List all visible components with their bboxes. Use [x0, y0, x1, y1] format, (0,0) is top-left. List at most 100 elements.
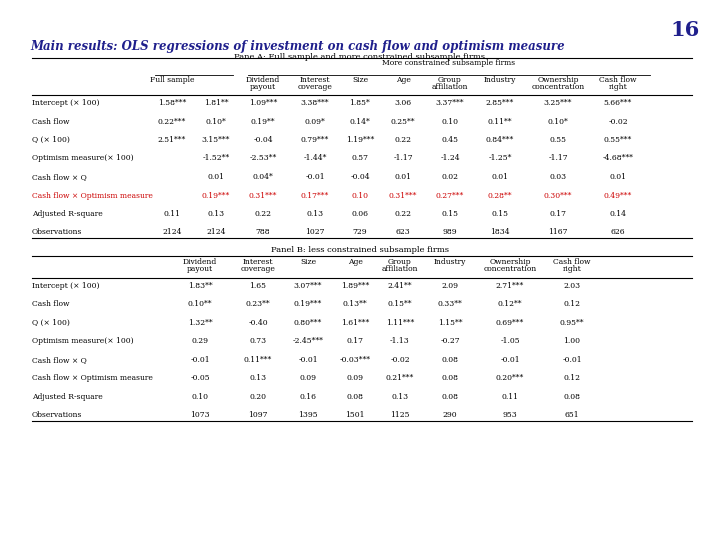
Text: 0.10*: 0.10*: [206, 118, 226, 125]
Text: -0.02: -0.02: [390, 356, 410, 364]
Text: 2.09: 2.09: [441, 282, 459, 290]
Text: -0.02: -0.02: [608, 118, 628, 125]
Text: -0.03***: -0.03***: [340, 356, 371, 364]
Text: 0.10*: 0.10*: [548, 118, 568, 125]
Text: 0.12: 0.12: [564, 300, 580, 308]
Text: 0.16: 0.16: [300, 393, 317, 401]
Text: 1.19***: 1.19***: [346, 136, 374, 144]
Text: 5.66***: 5.66***: [604, 99, 632, 107]
Text: -1.44*: -1.44*: [303, 154, 327, 163]
Text: Cash flow × Optimism measure: Cash flow × Optimism measure: [32, 374, 153, 382]
Text: 0.10: 0.10: [441, 118, 459, 125]
Text: 1834: 1834: [490, 228, 510, 237]
Text: 0.27***: 0.27***: [436, 192, 464, 199]
Text: -0.04: -0.04: [253, 136, 273, 144]
Text: Optimism measure(× 100): Optimism measure(× 100): [32, 338, 134, 345]
Text: 0.28**: 0.28**: [487, 192, 512, 199]
Text: 0.13: 0.13: [307, 210, 323, 218]
Text: Interest: Interest: [243, 258, 274, 266]
Text: -1.05: -1.05: [500, 338, 520, 345]
Text: 0.06: 0.06: [351, 210, 369, 218]
Text: 989: 989: [443, 228, 457, 237]
Text: -0.01: -0.01: [305, 173, 325, 181]
Text: 2.71***: 2.71***: [496, 282, 524, 290]
Text: 0.10**: 0.10**: [188, 300, 212, 308]
Text: 0.14: 0.14: [610, 210, 626, 218]
Text: 0.01: 0.01: [207, 173, 225, 181]
Text: 953: 953: [503, 411, 518, 419]
Text: -4.68***: -4.68***: [603, 154, 634, 163]
Text: 2.41**: 2.41**: [388, 282, 413, 290]
Text: 0.29: 0.29: [192, 338, 209, 345]
Text: Cash flow × Q: Cash flow × Q: [32, 356, 86, 364]
Text: 0.23**: 0.23**: [246, 300, 270, 308]
Text: 1027: 1027: [305, 228, 325, 237]
Text: 1.89***: 1.89***: [341, 282, 369, 290]
Text: Intercept (× 100): Intercept (× 100): [32, 282, 99, 290]
Text: Main results: OLS regressions of investment on cash flow and optimism measure: Main results: OLS regressions of investm…: [30, 40, 564, 53]
Text: Cash flow × Optimism measure: Cash flow × Optimism measure: [32, 192, 153, 199]
Text: 3.38***: 3.38***: [301, 99, 329, 107]
Text: 3.07***: 3.07***: [294, 282, 322, 290]
Text: 1.00: 1.00: [564, 338, 580, 345]
Text: 0.19***: 0.19***: [202, 192, 230, 199]
Text: 0.10: 0.10: [192, 393, 209, 401]
Text: Industry: Industry: [434, 258, 466, 266]
Text: Adjusted R-square: Adjusted R-square: [32, 393, 103, 401]
Text: 0.19***: 0.19***: [294, 300, 322, 308]
Text: 0.15**: 0.15**: [388, 300, 413, 308]
Text: 1.61***: 1.61***: [341, 319, 369, 327]
Text: 0.19**: 0.19**: [251, 118, 275, 125]
Text: 2.03: 2.03: [564, 282, 580, 290]
Text: Optimism measure(× 100): Optimism measure(× 100): [32, 154, 134, 163]
Text: affiliation: affiliation: [432, 83, 468, 91]
Text: 0.84***: 0.84***: [486, 136, 514, 144]
Text: Cash flow: Cash flow: [32, 118, 70, 125]
Text: Intercept (× 100): Intercept (× 100): [32, 99, 99, 107]
Text: -0.27: -0.27: [440, 338, 460, 345]
Text: 1395: 1395: [298, 411, 318, 419]
Text: Panel B: less constrained subsample firms: Panel B: less constrained subsample firm…: [271, 246, 449, 254]
Text: Pane A: Full sample and more constrained subsample firms: Pane A: Full sample and more constrained…: [235, 53, 485, 61]
Text: 0.11: 0.11: [163, 210, 181, 218]
Text: 2124: 2124: [162, 228, 181, 237]
Text: payout: payout: [250, 83, 276, 91]
Text: Full sample: Full sample: [150, 76, 194, 84]
Text: 1.58***: 1.58***: [158, 99, 186, 107]
Text: 0.04*: 0.04*: [253, 173, 274, 181]
Text: 3.25***: 3.25***: [544, 99, 572, 107]
Text: 626: 626: [611, 228, 625, 237]
Text: 0.01: 0.01: [395, 173, 412, 181]
Text: -2.45***: -2.45***: [292, 338, 323, 345]
Text: 0.08: 0.08: [564, 393, 580, 401]
Text: 0.10: 0.10: [351, 192, 369, 199]
Text: 0.20: 0.20: [250, 393, 266, 401]
Text: 0.08: 0.08: [441, 393, 459, 401]
Text: 0.01: 0.01: [610, 173, 626, 181]
Text: 0.55***: 0.55***: [604, 136, 632, 144]
Text: right: right: [608, 83, 627, 91]
Text: Size: Size: [352, 76, 368, 84]
Text: right: right: [562, 265, 581, 273]
Text: 0.22: 0.22: [395, 136, 412, 144]
Text: Q (× 100): Q (× 100): [32, 136, 70, 144]
Text: 0.13: 0.13: [249, 374, 266, 382]
Text: 0.22***: 0.22***: [158, 118, 186, 125]
Text: 0.08: 0.08: [441, 374, 459, 382]
Text: Ownership: Ownership: [490, 258, 531, 266]
Text: 0.12**: 0.12**: [498, 300, 522, 308]
Text: 290: 290: [443, 411, 457, 419]
Text: More constrained subsample firms: More constrained subsample firms: [382, 59, 516, 67]
Text: 0.08: 0.08: [346, 393, 364, 401]
Text: 0.95**: 0.95**: [559, 319, 584, 327]
Text: 0.22: 0.22: [254, 210, 271, 218]
Text: 0.55: 0.55: [549, 136, 567, 144]
Text: 0.11**: 0.11**: [487, 118, 512, 125]
Text: 0.01: 0.01: [492, 173, 508, 181]
Text: 0.09: 0.09: [346, 374, 364, 382]
Text: 0.14*: 0.14*: [350, 118, 370, 125]
Text: Dividend: Dividend: [246, 76, 280, 84]
Text: -0.01: -0.01: [500, 356, 520, 364]
Text: 3.06: 3.06: [395, 99, 412, 107]
Text: 1.85*: 1.85*: [350, 99, 370, 107]
